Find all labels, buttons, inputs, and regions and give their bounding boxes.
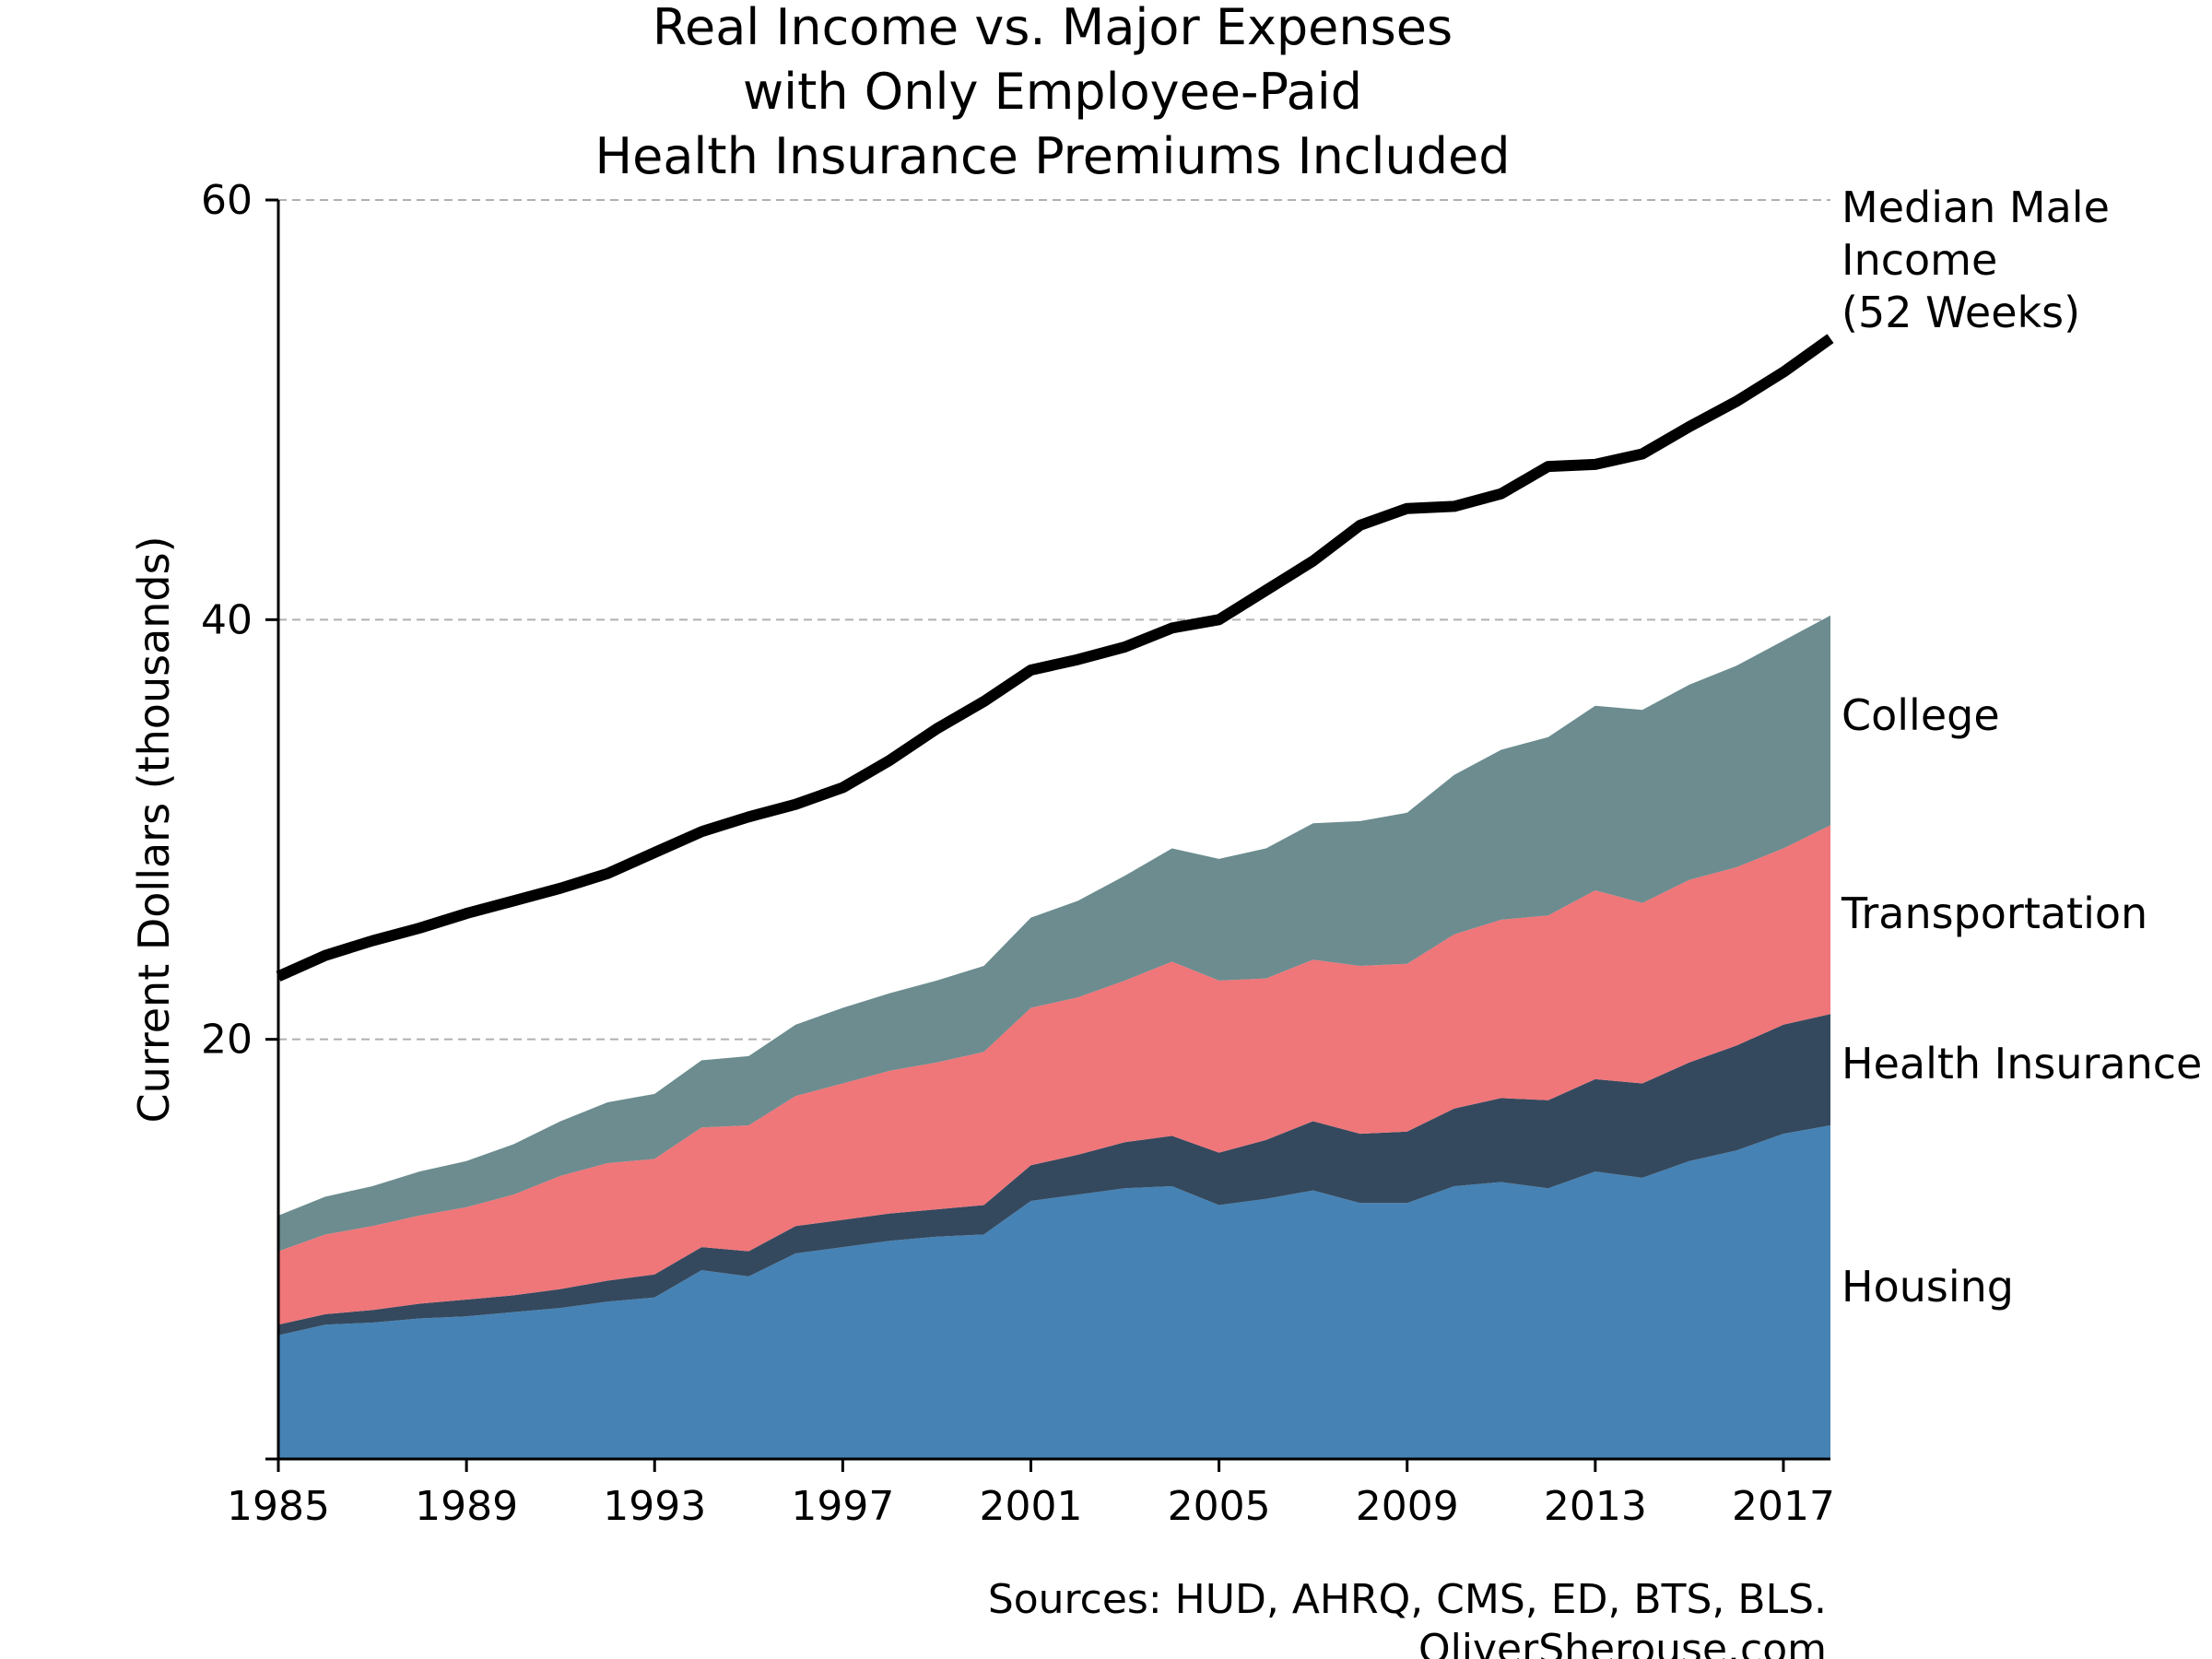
income-label-line-3: (52 Weeks) xyxy=(1841,288,2080,337)
median-male-income-line xyxy=(276,334,1834,982)
x-tick-label-1997: 1997 xyxy=(791,1483,894,1530)
income-label-line-1: Median Male xyxy=(1841,182,2110,232)
x-tick-label-2017: 2017 xyxy=(1732,1483,1835,1530)
y-axis-label: Current Dollars (thousands) xyxy=(129,535,179,1123)
income-line-layer xyxy=(276,334,1834,982)
area-health-insurance xyxy=(278,1014,1830,1335)
area-housing xyxy=(278,1125,1830,1459)
y-tick-label-60: 60 xyxy=(201,177,253,224)
source-line-2: OliverSherouse.com xyxy=(1418,1626,1827,1659)
axes xyxy=(276,200,1830,1461)
x-tick-label-2013: 2013 xyxy=(1544,1483,1647,1530)
transportation-label: Transportation xyxy=(1841,888,2147,938)
title-line-3: Health Insurance Premiums Included xyxy=(594,127,1510,185)
x-tick-label-1985: 1985 xyxy=(227,1483,330,1530)
y-tick-label-20: 20 xyxy=(201,1017,253,1064)
stacked-areas xyxy=(278,615,1830,1459)
area-transportation xyxy=(278,825,1830,1325)
chart-title: Real Income vs. Major Expenses with Only… xyxy=(594,0,1510,185)
median-male-income-label: Median Male Income (52 Weeks) xyxy=(1841,182,2110,337)
income-label-line-2: Income xyxy=(1841,235,1997,285)
x-tick-label-2009: 2009 xyxy=(1356,1483,1459,1530)
x-tick-label-2001: 2001 xyxy=(979,1483,1082,1530)
title-line-2: with Only Employee-Paid xyxy=(743,63,1362,121)
health-insurance-label: Health Insurance xyxy=(1841,1039,2202,1088)
x-tick-label-1989: 1989 xyxy=(415,1483,518,1530)
title-line-1: Real Income vs. Major Expenses xyxy=(653,0,1453,56)
housing-label: Housing xyxy=(1841,1262,2014,1312)
area-college xyxy=(278,615,1830,1252)
ticks: 20 40 60 1985 1989 1993 1997 2001 2005 2009 2013 20… xyxy=(201,177,1835,1530)
college-label: College xyxy=(1841,690,2000,740)
x-tick-label-2005: 2005 xyxy=(1168,1483,1271,1530)
x-tick-label-1993: 1993 xyxy=(603,1483,706,1530)
source-line-1: Sources: HUD, AHRQ, CMS, ED, BTS, BLS. xyxy=(988,1576,1827,1623)
y-tick-label-40: 40 xyxy=(201,596,253,643)
